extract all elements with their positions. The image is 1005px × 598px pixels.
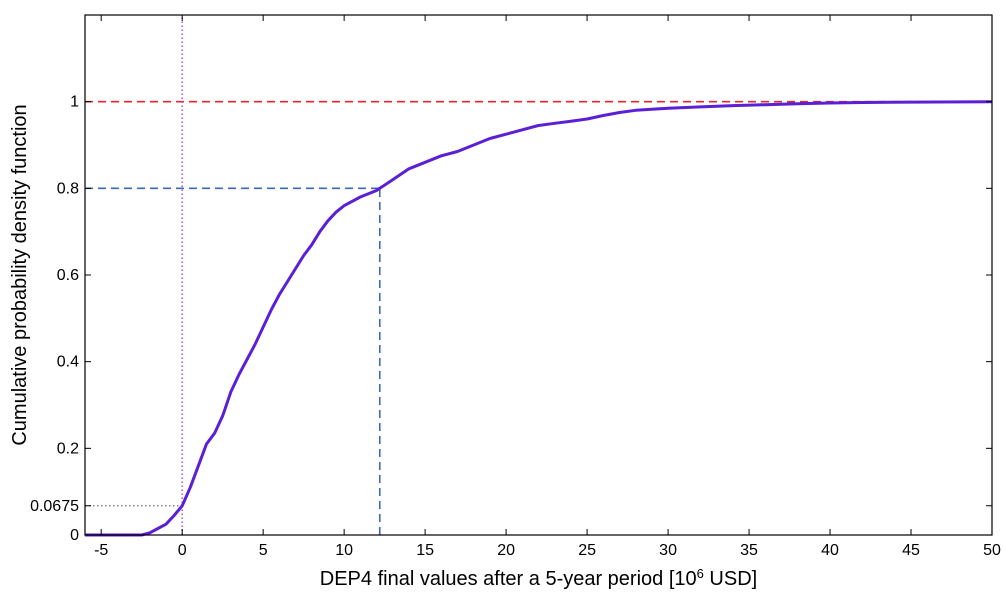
x-axis-title-superscript: 6: [697, 566, 704, 581]
x-tick-label: 40: [821, 542, 839, 559]
x-axis-ticks: -5 0 5 10 15 20 25 30 35 40 45 50: [94, 15, 1001, 559]
x-tick-label: -5: [94, 542, 108, 559]
x-tick-label: 10: [335, 542, 353, 559]
reference-lines: [85, 15, 992, 535]
y-axis-title: Cumulative probability density function: [9, 104, 31, 445]
y-tick-label: 0.8: [57, 180, 79, 197]
x-tick-label: 30: [659, 542, 677, 559]
x-tick-label: 15: [416, 542, 434, 559]
x-axis-title: DEP4 final values after a 5-year period …: [320, 566, 757, 591]
x-tick-label: 5: [259, 542, 268, 559]
x-axis-title-suffix: USD]: [704, 568, 757, 590]
y-tick-label: 0.4: [57, 354, 79, 371]
series-layer: [85, 100, 993, 537]
y-tick-label: 1: [70, 94, 79, 111]
x-tick-label: 25: [578, 542, 596, 559]
y-tick-label: 0: [70, 527, 79, 544]
x-tick-label: 45: [902, 542, 920, 559]
y-tick-label: 0.2: [57, 440, 79, 457]
x-axis-title-main: DEP4 final values after a 5-year period …: [320, 568, 697, 590]
x-tick-label: 35: [740, 542, 758, 559]
x-tick-label: 50: [983, 542, 1001, 559]
x-tick-label: 20: [497, 542, 515, 559]
plot-frame: [84, 14, 993, 536]
y-axis-ticks: 0 0.0675 0.2 0.4 0.6 0.8 1: [30, 94, 992, 544]
y-tick-label: 0.6: [57, 267, 79, 284]
cdf-series-line-0: [85, 100, 993, 537]
y-tick-label: 0.0675: [30, 498, 79, 515]
x-tick-label: 0: [178, 542, 187, 559]
